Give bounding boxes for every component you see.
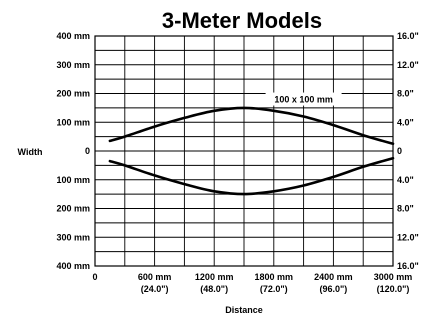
y-tick-label-left: 100 mm — [56, 175, 90, 185]
x-tick-label: 2400 mm — [314, 272, 353, 282]
annotation-background — [265, 92, 342, 106]
y-tick-label-left: 400 mm — [56, 261, 90, 271]
grid — [95, 36, 393, 266]
y-tick-label-left: 200 mm — [56, 89, 90, 99]
x-tick-label-origin: 0 — [92, 272, 97, 282]
x-tick-sublabel: (72.0") — [260, 284, 288, 294]
y-tick-label-left: 100 mm — [56, 117, 90, 127]
y-tick-label-left: 400 mm — [56, 31, 90, 41]
y-tick-label-left: 300 mm — [56, 232, 90, 242]
x-tick-sublabel: (48.0") — [200, 284, 228, 294]
chart-title: 3-Meter Models — [162, 8, 322, 33]
beam-lower-curve — [108, 156, 395, 196]
x-tick-label: 1200 mm — [195, 272, 234, 282]
y-tick-label-right: 12.0" — [397, 232, 419, 242]
x-tick-sublabel: (120.0") — [377, 284, 410, 294]
y-tick-label-right: 8.0" — [397, 204, 414, 214]
annotation-label: 100 x 100 mm — [274, 95, 333, 105]
y-tick-label-right: 12.0" — [397, 60, 419, 70]
x-axis-title: Distance — [225, 305, 263, 315]
x-tick-sublabel: (96.0") — [320, 284, 348, 294]
plot-frame — [94, 35, 394, 267]
tick-labels: 400 mm 300 mm 200 mm 100 mm 0 100 mm 200 mm 300… — [56, 31, 418, 294]
y-tick-label-right: 0 — [397, 146, 402, 156]
beam-upper-curve — [108, 106, 395, 146]
y-tick-label-left: 200 mm — [56, 204, 90, 214]
y-tick-label-right: 16.0" — [397, 31, 419, 41]
y-tick-label-right: 8.0" — [397, 89, 414, 99]
annotation-layer: 100 x 100 mm — [265, 92, 342, 106]
series-layer — [108, 106, 395, 196]
y-axis-title: Width — [18, 147, 43, 157]
x-tick-label: 3000 mm — [374, 272, 413, 282]
y-tick-label-right: 16.0" — [397, 261, 419, 271]
y-tick-label-left: 0 — [85, 146, 90, 156]
x-tick-label: 600 mm — [138, 272, 172, 282]
y-tick-label-right: 4.0" — [397, 175, 414, 185]
x-tick-label: 1800 mm — [255, 272, 294, 282]
y-tick-label-left: 300 mm — [56, 60, 90, 70]
y-tick-label-right: 4.0" — [397, 117, 414, 127]
x-tick-sublabel: (24.0") — [141, 284, 169, 294]
